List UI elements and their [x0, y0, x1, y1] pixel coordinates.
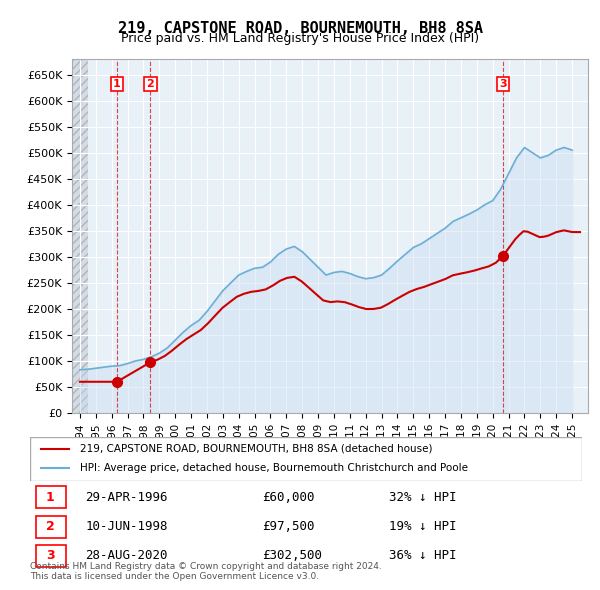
FancyBboxPatch shape — [35, 486, 66, 508]
Bar — [72, 59, 88, 413]
Text: Price paid vs. HM Land Registry's House Price Index (HPI): Price paid vs. HM Land Registry's House … — [121, 32, 479, 45]
Text: 29-APR-1996: 29-APR-1996 — [85, 491, 168, 504]
Text: 10-JUN-1998: 10-JUN-1998 — [85, 520, 168, 533]
Text: 28-AUG-2020: 28-AUG-2020 — [85, 549, 168, 562]
Text: 32% ↓ HPI: 32% ↓ HPI — [389, 491, 457, 504]
Text: £60,000: £60,000 — [262, 491, 314, 504]
Text: 219, CAPSTONE ROAD, BOURNEMOUTH, BH8 8SA: 219, CAPSTONE ROAD, BOURNEMOUTH, BH8 8SA — [118, 21, 482, 35]
Bar — [72, 59, 88, 413]
Text: 36% ↓ HPI: 36% ↓ HPI — [389, 549, 457, 562]
FancyBboxPatch shape — [35, 516, 66, 537]
FancyBboxPatch shape — [30, 437, 582, 481]
Text: £302,500: £302,500 — [262, 549, 322, 562]
Text: 2: 2 — [146, 79, 154, 88]
Text: 1: 1 — [46, 491, 55, 504]
FancyBboxPatch shape — [35, 545, 66, 567]
Text: Contains HM Land Registry data © Crown copyright and database right 2024.
This d: Contains HM Land Registry data © Crown c… — [30, 562, 382, 581]
Text: 219, CAPSTONE ROAD, BOURNEMOUTH, BH8 8SA (detached house): 219, CAPSTONE ROAD, BOURNEMOUTH, BH8 8SA… — [80, 444, 432, 454]
Text: 1: 1 — [113, 79, 121, 88]
Text: 2: 2 — [46, 520, 55, 533]
Text: 19% ↓ HPI: 19% ↓ HPI — [389, 520, 457, 533]
Text: £97,500: £97,500 — [262, 520, 314, 533]
Text: HPI: Average price, detached house, Bournemouth Christchurch and Poole: HPI: Average price, detached house, Bour… — [80, 464, 467, 473]
Text: 3: 3 — [46, 549, 55, 562]
Text: 3: 3 — [499, 79, 507, 88]
